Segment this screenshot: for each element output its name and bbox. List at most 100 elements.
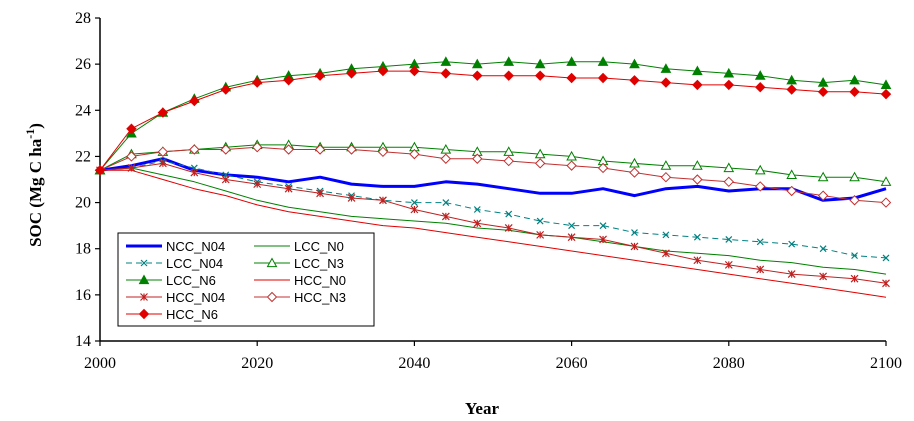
data-point-lcc-n3 <box>754 164 766 175</box>
series-line-hcc-n0 <box>100 169 887 298</box>
data-point-hcc-n04 <box>316 189 325 198</box>
x-tick-label: 2060 <box>556 355 588 372</box>
data-point-hcc-n3 <box>472 153 483 164</box>
data-point-hcc-n04 <box>379 196 387 205</box>
data-point-hcc-n6 <box>880 88 892 100</box>
data-point-hcc-n6 <box>472 70 483 81</box>
data-point-lcc-n6 <box>440 56 452 66</box>
data-point-hcc-n3 <box>597 162 609 174</box>
data-point-hcc-n04 <box>253 180 262 189</box>
data-point-hcc-n04 <box>724 260 733 269</box>
data-point-hcc-n3 <box>880 197 892 208</box>
legend-label: LCC_N04 <box>166 256 223 271</box>
data-point-lcc-n04 <box>442 199 450 206</box>
data-point-hcc-n6 <box>723 79 735 91</box>
data-point-lcc-n04 <box>693 233 701 241</box>
legend-entry-ncc-n04: NCC_N04 <box>126 239 225 254</box>
y-axis-title-superscript: -1 <box>23 129 37 139</box>
legend-label: HCC_N6 <box>166 307 218 322</box>
data-point-lcc-n04 <box>473 206 481 213</box>
legend-entry-lcc-n6: LCC_N6 <box>126 273 216 288</box>
data-point-lcc-n3 <box>440 143 452 154</box>
series-hcc-n04 <box>96 159 890 288</box>
data-point-lcc-n3 <box>534 148 546 159</box>
data-point-lcc-n04 <box>568 222 576 230</box>
data-point-hcc-n04 <box>787 270 796 279</box>
data-point-hcc-n6 <box>377 65 389 77</box>
data-point-hcc-n6 <box>251 77 263 88</box>
data-point-hcc-n6 <box>346 68 357 79</box>
data-point-lcc-n04 <box>851 252 858 260</box>
data-point-hcc-n3 <box>409 148 420 160</box>
y-tick-label: 14 <box>75 333 91 350</box>
data-point-hcc-n04 <box>850 274 859 283</box>
data-point-hcc-n3 <box>251 141 263 153</box>
data-point-hcc-n3 <box>157 146 169 158</box>
data-point-hcc-n3 <box>440 153 452 164</box>
data-point-hcc-n3 <box>314 144 326 155</box>
data-point-lcc-n6 <box>849 74 860 85</box>
data-point-hcc-n04 <box>504 224 513 232</box>
legend-entry-hcc-n6: HCC_N6 <box>126 307 218 322</box>
data-point-lcc-n6 <box>692 65 703 76</box>
data-point-hcc-n3 <box>377 146 389 158</box>
y-tick-label: 18 <box>75 241 91 258</box>
legend-label: LCC_N0 <box>294 239 344 254</box>
data-point-lcc-n6 <box>503 56 515 66</box>
data-point-lcc-n6 <box>786 74 798 85</box>
data-point-hcc-n3 <box>189 144 200 155</box>
data-point-lcc-n04 <box>725 236 733 243</box>
series-line-lcc-n6 <box>99 61 887 171</box>
x-tick-label: 2100 <box>870 355 902 372</box>
series-lcc-n0 <box>99 167 887 275</box>
legend-marker <box>140 259 148 267</box>
y-tick-label: 22 <box>75 148 91 165</box>
data-point-hcc-n04 <box>284 184 293 193</box>
data-point-hcc-n6 <box>786 84 797 95</box>
data-point-lcc-n6 <box>754 70 766 80</box>
x-tick-label: 2000 <box>84 355 116 372</box>
data-point-lcc-n3 <box>786 169 798 179</box>
data-point-hcc-n04 <box>599 235 607 244</box>
series-lcc-n3 <box>94 139 892 186</box>
y-axis-ticks: 14 16 18 20 22 24 26 28 <box>75 10 100 350</box>
data-point-lcc-n6 <box>723 67 735 78</box>
legend-label: LCC_N6 <box>166 273 216 288</box>
series-ncc-n04 <box>99 157 887 202</box>
data-point-hcc-n3 <box>566 160 577 171</box>
data-point-lcc-n6 <box>629 58 640 69</box>
data-point-lcc-n04 <box>505 210 513 218</box>
data-point-lcc-n04 <box>756 238 764 246</box>
series-line-lcc-n3 <box>99 144 887 183</box>
data-point-hcc-n04 <box>158 159 167 168</box>
y-tick-label: 28 <box>75 10 91 27</box>
data-point-hcc-n04 <box>441 212 450 221</box>
data-point-lcc-n6 <box>660 63 672 73</box>
y-tick-label: 24 <box>75 102 91 119</box>
y-axis-title: SOC (Mg C ha-1) <box>23 123 45 247</box>
data-point-lcc-n3 <box>629 157 640 168</box>
legend-entry-lcc-n3: LCC_N3 <box>254 256 344 271</box>
data-point-lcc-n6 <box>566 56 577 66</box>
data-point-hcc-n04 <box>567 233 576 242</box>
data-point-hcc-n6 <box>94 165 106 176</box>
data-point-hcc-n3 <box>660 171 672 183</box>
series-lcc-n6 <box>94 56 892 175</box>
legend-marker <box>266 257 278 268</box>
x-axis-ticks: 2000 2020 2040 2060 2080 2100 <box>84 341 902 372</box>
data-point-hcc-n04 <box>819 272 828 281</box>
data-point-hcc-n04 <box>190 168 199 177</box>
data-point-hcc-n3 <box>220 144 231 155</box>
legend-marker <box>138 274 150 285</box>
data-point-lcc-n04 <box>631 229 638 236</box>
y-tick-label: 16 <box>75 287 91 304</box>
data-point-hcc-n3 <box>283 144 294 155</box>
data-point-lcc-n04 <box>599 222 607 230</box>
y-tick-label: 20 <box>75 195 91 212</box>
y-tick-label: 26 <box>75 56 91 73</box>
legend-label: NCC_N04 <box>166 239 225 254</box>
data-point-hcc-n6 <box>126 123 137 134</box>
data-point-lcc-n3 <box>692 160 703 170</box>
legend-entry-hcc-n04: HCC_N04 <box>126 290 225 305</box>
legend-entry-hcc-n3: HCC_N3 <box>254 290 346 305</box>
